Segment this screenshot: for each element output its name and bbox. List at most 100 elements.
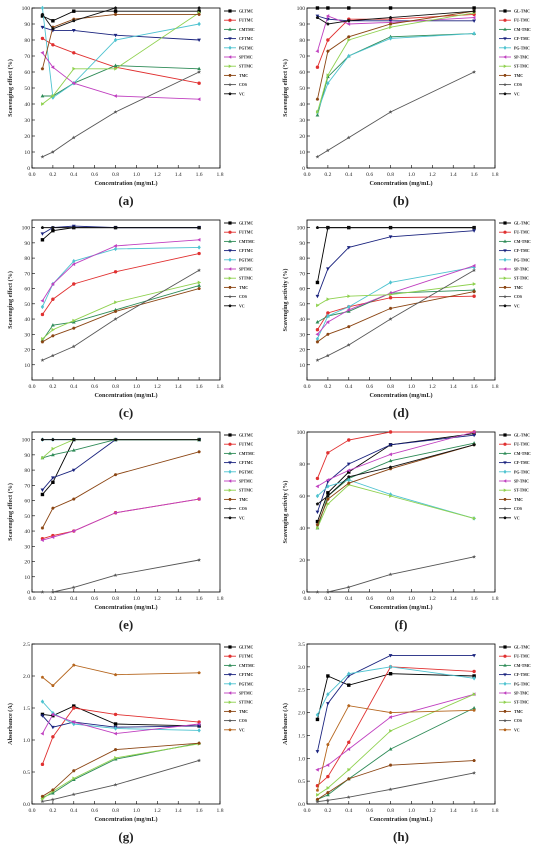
x-tick-label: 0.6 xyxy=(91,808,98,814)
legend-entry: FUTMC xyxy=(239,19,253,23)
series-line xyxy=(317,10,475,100)
legend-marker xyxy=(228,55,232,59)
x-tick-label: 0.2 xyxy=(324,172,331,178)
data-point xyxy=(326,786,330,790)
y-tick-label: 70 xyxy=(24,271,30,277)
data-point xyxy=(472,708,476,712)
data-point xyxy=(346,795,351,799)
legend-marker xyxy=(228,267,232,271)
x-tick-label: 1.6 xyxy=(196,384,203,390)
legend-entry: CMTMC xyxy=(239,664,255,668)
x-tick-label: 1.4 xyxy=(450,384,457,390)
data-point xyxy=(51,27,55,31)
data-point xyxy=(197,251,201,256)
data-point xyxy=(113,37,118,43)
y-tick-label: 10 xyxy=(24,575,30,581)
data-point xyxy=(347,225,351,229)
legend-entry: STTMC xyxy=(239,701,253,705)
legend-marker xyxy=(228,257,232,262)
legend-marker xyxy=(503,516,507,520)
y-tick-label: 40 xyxy=(299,526,305,532)
y-tick-label: 60 xyxy=(24,499,30,505)
plot-frame xyxy=(306,7,496,169)
data-point xyxy=(40,589,45,594)
series-line xyxy=(42,707,200,765)
data-point xyxy=(51,480,55,484)
data-point xyxy=(326,267,330,271)
data-point xyxy=(40,154,45,159)
y-tick-label: 100 xyxy=(297,430,306,436)
data-point xyxy=(51,683,55,687)
y-tick-label: 10 xyxy=(299,363,305,369)
data-point xyxy=(113,510,117,515)
chart-panel: 0.0 0.2 0.4 0.6 0.8 1.0 1.2 1.4 1.6 1.8 0 10 20 30 40 5… xyxy=(7,431,255,632)
data-point xyxy=(347,477,351,483)
data-point xyxy=(40,12,45,16)
y-tick-label: 60 xyxy=(24,70,30,76)
y-tick-label: 3.0 xyxy=(298,665,305,671)
chart-panel: 0.0 0.2 0.4 0.6 0.8 1.0 1.2 1.4 1.6 1.8 10 20 30 40 50… xyxy=(7,219,255,420)
legend-entry: TMC xyxy=(239,498,248,502)
series-line xyxy=(42,288,200,343)
legend-entry: GLTMC xyxy=(239,222,254,226)
data-point xyxy=(51,297,55,301)
series-line xyxy=(317,269,475,361)
data-point xyxy=(347,325,351,329)
legend-entry: GLTMC xyxy=(239,646,254,650)
data-point xyxy=(40,799,45,804)
series-line xyxy=(317,265,475,335)
data-point xyxy=(388,465,393,469)
series-line xyxy=(317,431,475,479)
data-point xyxy=(197,97,201,102)
legend-entry: SPTMC xyxy=(239,480,253,484)
data-point xyxy=(347,777,351,781)
legend-entry: COS xyxy=(239,83,247,87)
chart-panel: 0.0 0.2 0.4 0.6 0.8 1.0 1.2 1.4 1.6 1.8 0 20 40 60 80 1… xyxy=(282,430,531,632)
x-tick-label: 1.8 xyxy=(217,596,224,602)
data-point xyxy=(41,456,45,460)
y-tick-label: 80 xyxy=(24,38,30,44)
series-line xyxy=(42,498,200,540)
y-tick-label: 90 xyxy=(299,22,305,28)
series-line xyxy=(317,707,475,800)
x-tick-label: 1.8 xyxy=(217,172,224,178)
data-point xyxy=(325,798,330,802)
data-point xyxy=(346,462,351,467)
y-tick-label: 100 xyxy=(22,6,31,12)
data-point xyxy=(51,94,55,98)
data-point xyxy=(472,443,476,447)
series-line xyxy=(317,71,475,158)
data-point xyxy=(113,33,118,38)
legend-entry: PGTMC xyxy=(239,470,254,474)
data-point xyxy=(40,312,45,317)
series-line xyxy=(42,559,200,593)
data-point xyxy=(72,497,76,501)
x-tick-label: 1.0 xyxy=(133,172,140,178)
data-point xyxy=(50,353,55,358)
data-point xyxy=(72,19,76,23)
x-tick-label: 1.0 xyxy=(408,172,415,178)
data-point xyxy=(315,328,320,332)
data-point xyxy=(346,674,351,679)
x-tick-label: 0.2 xyxy=(324,808,331,814)
legend-marker xyxy=(228,710,232,713)
y-tick-label: 10 xyxy=(24,150,30,156)
legend-marker xyxy=(503,645,507,649)
series-line xyxy=(317,479,475,519)
legend-marker xyxy=(503,718,507,723)
legend-entry: GLTMC xyxy=(239,10,254,14)
data-point xyxy=(40,67,45,71)
data-point xyxy=(388,296,393,300)
y-tick-label: 0.0 xyxy=(298,802,305,808)
x-tick-label: 1.0 xyxy=(408,596,415,602)
y-tick-label: 0 xyxy=(27,166,30,172)
legend-marker xyxy=(228,442,232,446)
legend-marker xyxy=(228,498,232,501)
data-point xyxy=(113,722,118,726)
data-point xyxy=(472,770,477,775)
x-tick-label: 1.6 xyxy=(471,596,478,602)
legend-entry: CM-TMC xyxy=(514,240,531,244)
data-point xyxy=(40,5,45,11)
data-point xyxy=(325,589,330,594)
